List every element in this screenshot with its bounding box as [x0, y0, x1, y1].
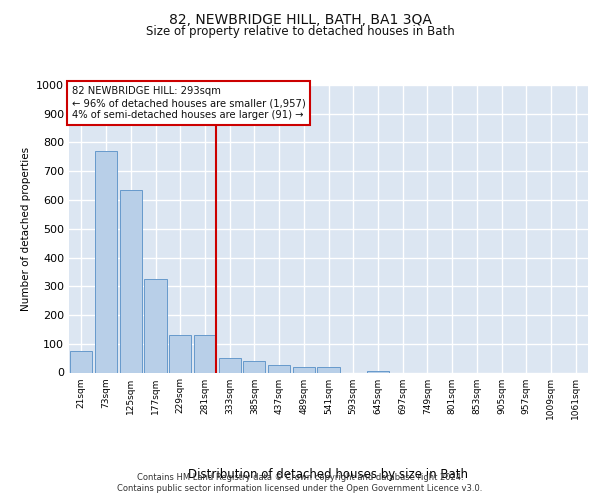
X-axis label: Distribution of detached houses by size in Bath: Distribution of detached houses by size … [188, 468, 469, 481]
Bar [268, 366, 290, 372]
Text: Contains public sector information licensed under the Open Government Licence v3: Contains public sector information licen… [118, 484, 482, 493]
Text: Contains HM Land Registry data © Crown copyright and database right 2024.: Contains HM Land Registry data © Crown c… [137, 472, 463, 482]
Bar [119, 190, 142, 372]
Text: 82, NEWBRIDGE HILL, BATH, BA1 3QA: 82, NEWBRIDGE HILL, BATH, BA1 3QA [169, 12, 431, 26]
Bar [243, 361, 265, 372]
Bar [367, 371, 389, 372]
Bar [293, 367, 315, 372]
Bar [95, 151, 117, 372]
Bar [70, 351, 92, 372]
Text: Size of property relative to detached houses in Bath: Size of property relative to detached ho… [146, 25, 454, 38]
Bar [169, 335, 191, 372]
Bar [218, 358, 241, 372]
Bar [317, 367, 340, 372]
Y-axis label: Number of detached properties: Number of detached properties [20, 146, 31, 311]
Bar [194, 335, 216, 372]
Text: 82 NEWBRIDGE HILL: 293sqm
← 96% of detached houses are smaller (1,957)
4% of sem: 82 NEWBRIDGE HILL: 293sqm ← 96% of detac… [71, 86, 305, 120]
Bar [145, 279, 167, 372]
